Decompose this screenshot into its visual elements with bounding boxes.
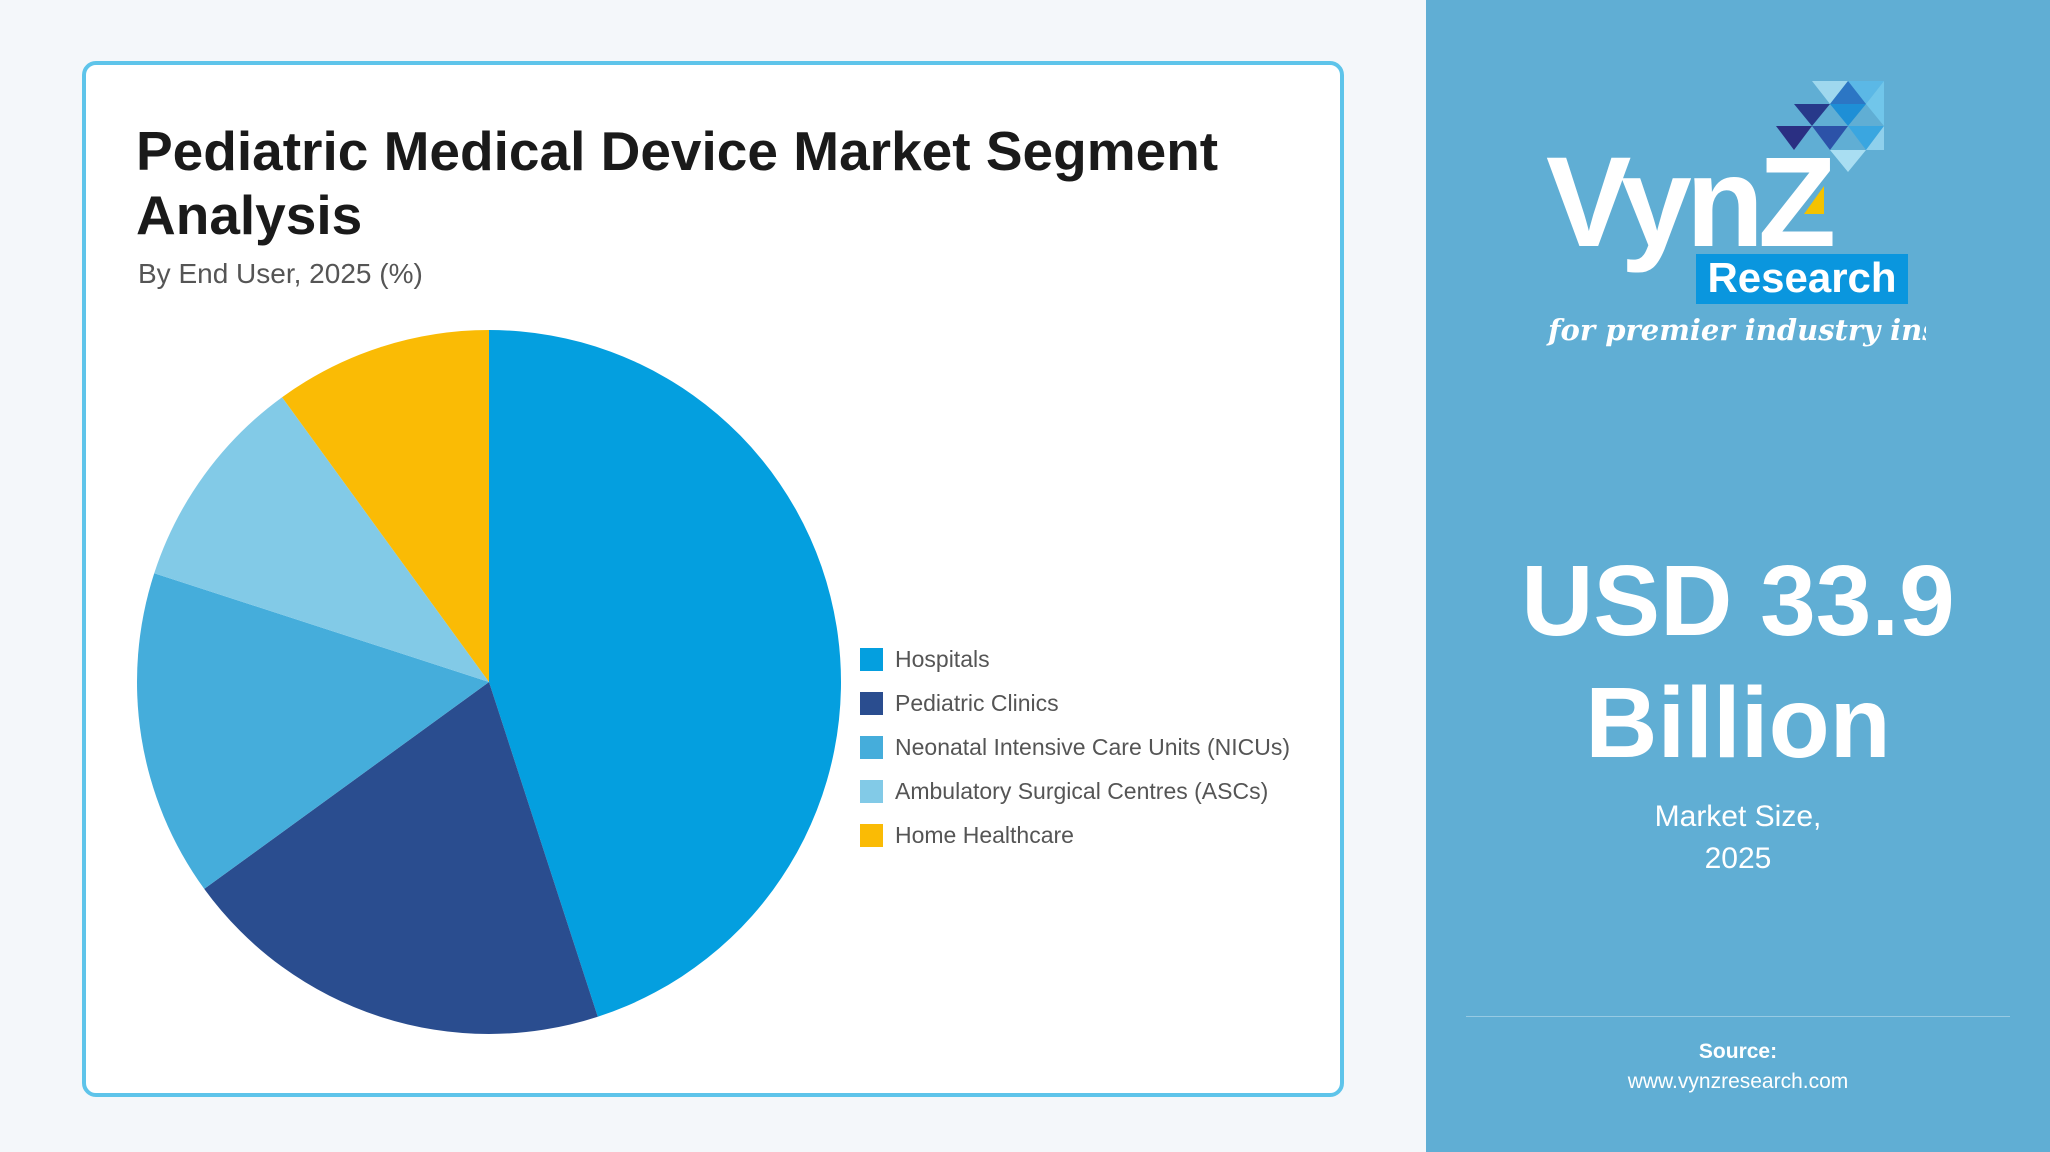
legend-swatch (860, 647, 883, 671)
pie-slice-pediatric-clinics (204, 682, 598, 1034)
legend-label: Hospitals (895, 645, 990, 672)
panel-divider (1466, 1016, 2010, 1017)
logo-research-box (1696, 254, 1908, 304)
summary-panel: VynZ Research for premier industry insig… (1426, 0, 2050, 1152)
chart-legend: Hospitals Pediatric Clinics Neonatal Inten… (860, 637, 1290, 857)
market-size-caption-label: Market Size, (1654, 800, 1822, 833)
market-size-unit: Billion (1585, 667, 1891, 779)
vynz-research-logo: VynZ Research for premier industry insig… (1546, 81, 1926, 347)
pie-slice-neonatal-intensive-care-units-nicus (137, 573, 490, 889)
logo-triangle-mosaic (1776, 81, 1884, 172)
legend-label: Neonatal Intensive Care Units (NICUs) (895, 733, 1290, 760)
pie-slice-home-healthcare (282, 330, 489, 682)
logo-research-text: Research (1707, 254, 1896, 301)
legend-item: Pediatric Clinics (860, 681, 1290, 725)
legend-swatch (860, 823, 883, 847)
logo-wordmark: VynZ (1546, 131, 1833, 274)
legend-swatch (860, 735, 883, 759)
chart-title: Pediatric Medical Device Market Segment … (136, 120, 1219, 246)
pie-slice-ambulatory-surgical-centres-ascs (154, 397, 490, 682)
legend-item: Ambulatory Surgical Centres (ASCs) (860, 769, 1290, 813)
market-size-value: USD 33.9 Billion (1426, 540, 2050, 784)
chart-card: Pediatric Medical Device Market Segment … (82, 61, 1344, 1097)
legend-item: Home Healthcare (860, 813, 1290, 857)
pie-chart (137, 330, 842, 1034)
chart-subtitle: By End User, 2025 (%) (138, 258, 423, 289)
legend-label: Pediatric Clinics (895, 689, 1059, 716)
pie-slice-hospitals (489, 330, 842, 1017)
legend-label: Home Healthcare (895, 821, 1074, 848)
source-link[interactable]: www.vynzresearch.com (1627, 1070, 1849, 1093)
market-size-caption: Market Size, 2025 (1426, 796, 2050, 880)
legend-swatch (860, 779, 883, 803)
market-size-amount: USD 33.9 (1521, 545, 1955, 657)
legend-item: Neonatal Intensive Care Units (NICUs) (860, 725, 1290, 769)
legend-label: Ambulatory Surgical Centres (ASCs) (895, 777, 1269, 804)
logo-tagline: for premier industry insights (1546, 313, 1926, 347)
source-label: Source: (1698, 1040, 1778, 1063)
legend-item: Hospitals (860, 637, 1290, 681)
logo-accent (1804, 186, 1824, 214)
market-size-caption-year: 2025 (1704, 842, 1772, 875)
legend-swatch (860, 691, 883, 715)
